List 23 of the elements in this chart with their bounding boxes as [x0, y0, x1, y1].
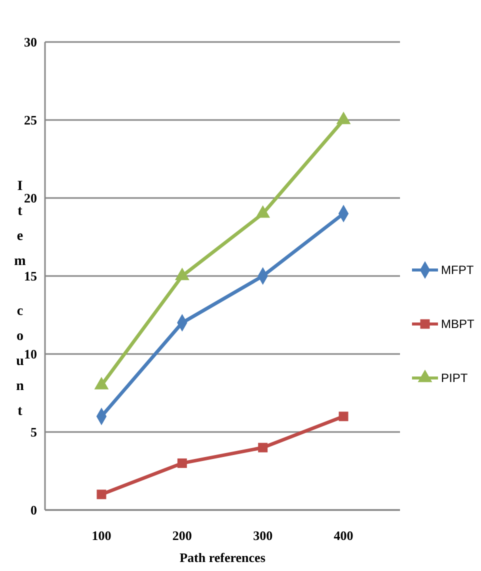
point [96, 490, 106, 500]
y-tick-label: 10 [24, 346, 37, 362]
x-tick-label: 100 [92, 528, 112, 543]
text: Item count [14, 179, 26, 419]
x-tick-label: 200 [172, 528, 192, 543]
y-tick-label: 20 [24, 190, 37, 206]
point [174, 268, 190, 280]
y-tick-label: 25 [24, 112, 38, 128]
x-tick-label: 300 [253, 528, 273, 543]
y-tick-label: 5 [30, 424, 38, 440]
y-tick-label: 0 [30, 502, 37, 518]
legend-label: PIPT [441, 371, 468, 386]
x-tick-label: 400 [334, 528, 354, 543]
y-tick-label: 30 [24, 34, 37, 50]
point [338, 412, 348, 422]
point [336, 112, 351, 124]
point [256, 205, 270, 218]
legend-label: MBPT [441, 317, 476, 332]
point [177, 458, 187, 468]
y-tick-label: 15 [24, 268, 38, 284]
x-axis-title: Path references [180, 550, 266, 565]
legend-label: MFPT [441, 263, 474, 278]
point [258, 442, 268, 452]
